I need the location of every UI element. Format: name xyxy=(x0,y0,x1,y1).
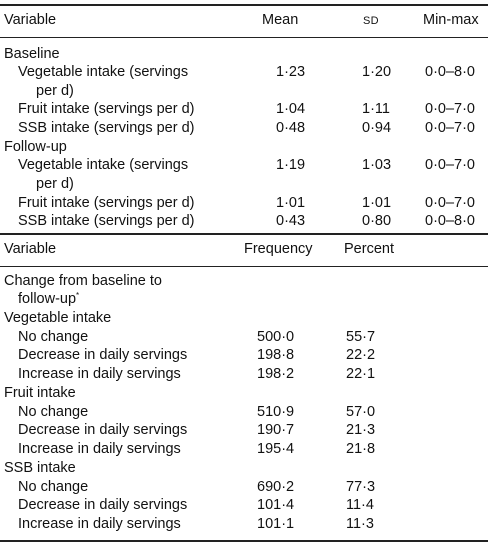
category-label: No change xyxy=(18,479,89,495)
frequency-value: 198·8 xyxy=(257,347,295,363)
section-label-vegetable-intake: Vegetable intake xyxy=(4,310,112,326)
frequency-value: 510·9 xyxy=(257,404,295,420)
header2-rule xyxy=(0,266,488,267)
variable-label-continued: per d) xyxy=(36,83,74,99)
minmax-value: 0·0–7·0 xyxy=(425,101,475,117)
minmax-value: 0·0–8·0 xyxy=(425,213,475,229)
category-label: Decrease in daily servings xyxy=(18,497,188,513)
category-label: Increase in daily servings xyxy=(18,516,181,532)
mean-value: 0·48 xyxy=(276,120,306,136)
bottom-rule xyxy=(0,540,488,542)
change-intro-label-continued: follow-up* xyxy=(18,291,80,307)
frequency-value: 190·7 xyxy=(257,422,295,438)
variable-label: SSB intake (servings per d) xyxy=(18,213,195,229)
header-variable-2: Variable xyxy=(4,241,57,257)
percent-value: 22·1 xyxy=(346,366,376,382)
sd-value: 0·80 xyxy=(362,213,392,229)
category-label: Increase in daily servings xyxy=(18,366,181,382)
mean-value: 0·43 xyxy=(276,213,306,229)
minmax-value: 0·0–7·0 xyxy=(425,195,475,211)
sd-value: 1·11 xyxy=(362,101,390,117)
mean-value: 1·04 xyxy=(276,101,306,117)
header-minmax: Min-max xyxy=(423,12,479,28)
category-label: No change xyxy=(18,329,89,345)
variable-label-continued: per d) xyxy=(36,176,74,192)
variable-label: Fruit intake (servings per d) xyxy=(18,195,195,211)
percent-value: 11·4 xyxy=(346,497,374,513)
minmax-value: 0·0–8·0 xyxy=(425,64,475,80)
sd-value: 0·94 xyxy=(362,120,392,136)
percent-value: 57·0 xyxy=(346,404,376,420)
section-label-baseline: Baseline xyxy=(4,46,60,62)
percent-value: 55·7 xyxy=(346,329,376,345)
section-label-ssb-intake: SSB intake xyxy=(4,460,76,476)
header-rule xyxy=(0,37,488,38)
frequency-value: 195·4 xyxy=(257,441,295,457)
header-variable: Variable xyxy=(4,12,57,28)
sd-value: 1·03 xyxy=(362,157,392,173)
percent-value: 22·2 xyxy=(346,347,376,363)
frequency-value: 500·0 xyxy=(257,329,295,345)
variable-label: SSB intake (servings per d) xyxy=(18,120,195,136)
top-rule xyxy=(0,4,488,6)
percent-value: 11·3 xyxy=(346,516,374,532)
header-sd: SD xyxy=(363,15,379,27)
variable-label: Vegetable intake (servings xyxy=(18,64,189,80)
minmax-value: 0·0–7·0 xyxy=(425,157,475,173)
frequency-value: 198·2 xyxy=(257,366,295,382)
variable-label: Fruit intake (servings per d) xyxy=(18,101,195,117)
percent-value: 77·3 xyxy=(346,479,376,495)
frequency-value: 101·4 xyxy=(257,497,295,513)
change-intro-label: Change from baseline to xyxy=(4,273,162,289)
frequency-value: 690·2 xyxy=(257,479,295,495)
mean-value: 1·01 xyxy=(276,195,306,211)
header-mean: Mean xyxy=(262,12,299,28)
sd-value: 1·20 xyxy=(362,64,392,80)
category-label: Decrease in daily servings xyxy=(18,347,188,363)
header-percent: Percent xyxy=(344,241,394,257)
mean-value: 1·19 xyxy=(276,157,306,173)
table-separator-rule xyxy=(0,233,488,235)
category-label: Decrease in daily servings xyxy=(18,422,188,438)
footnote-marker: * xyxy=(76,291,80,300)
section-label-fruit-intake: Fruit intake xyxy=(4,385,76,401)
category-label: No change xyxy=(18,404,89,420)
minmax-value: 0·0–7·0 xyxy=(425,120,475,136)
percent-value: 21·8 xyxy=(346,441,376,457)
mean-value: 1·23 xyxy=(276,64,306,80)
frequency-value: 101·1 xyxy=(257,516,295,532)
section-label-follow-up: Follow-up xyxy=(4,139,67,155)
percent-value: 21·3 xyxy=(346,422,376,438)
variable-label: Vegetable intake (servings xyxy=(18,157,189,173)
header-frequency: Frequency xyxy=(244,241,313,257)
category-label: Increase in daily servings xyxy=(18,441,181,457)
sd-value: 1·01 xyxy=(362,195,392,211)
